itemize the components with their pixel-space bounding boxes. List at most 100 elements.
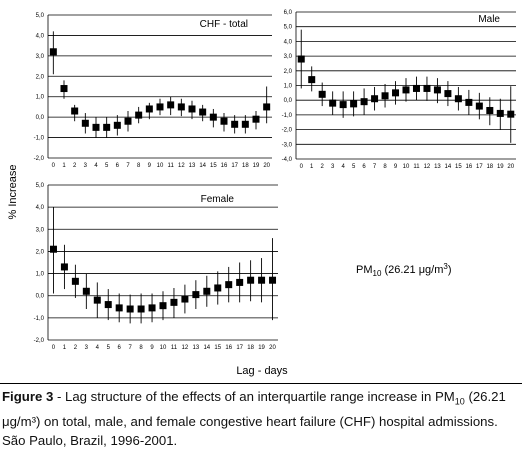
panel-1-data-point: [60, 85, 68, 93]
panel-1-x-tick-label: 16: [221, 163, 228, 169]
pollutant-label-close: ): [448, 264, 452, 276]
panel-1-data-point: [209, 113, 217, 121]
panel-1-data-point: [92, 123, 100, 131]
panel-3-x-tick-label: 9: [150, 345, 154, 351]
panel-3-data-point: [115, 304, 123, 312]
panel-1-title: CHF - total: [200, 19, 248, 30]
pollutant-label-rest: (26.21 μg/m: [381, 264, 443, 276]
panel-3-x-tick-label: 12: [182, 345, 189, 351]
panel-2-data-point: [454, 95, 462, 103]
panel-2-data-point: [318, 90, 326, 98]
panel-2-data-point: [465, 98, 473, 106]
figure-caption: Figure 3 - Lag structure of the effects …: [2, 387, 518, 450]
panel-1-data-point: [145, 105, 153, 113]
panel-1-x-tick-label: 19: [253, 163, 260, 169]
panel-1-y-tick-label: -1,0: [34, 136, 45, 142]
panel-2-x-tick-label: 17: [476, 164, 483, 170]
panel-1-data-point: [156, 103, 164, 111]
panel-2-y-tick-label: 3,0: [284, 54, 293, 60]
panel-3-x-tick-label: 8: [139, 345, 143, 351]
panel-3-x-tick-label: 19: [258, 345, 265, 351]
caption-label: Figure 3: [2, 389, 54, 404]
panel-2-y-tick-label: -4,0: [282, 157, 293, 163]
panel-2-y-tick-label: 5,0: [284, 25, 293, 31]
panel-3-y-tick-label: 1,0: [36, 272, 45, 278]
panel-2-x-tick-label: 2: [321, 164, 325, 170]
panel-1-data-point: [71, 107, 79, 115]
panel-2-data-point: [329, 99, 337, 107]
x-axis-title: Lag - days: [236, 365, 288, 377]
panel-1-data-point: [167, 101, 175, 109]
panel-1-x-tick-label: 15: [210, 163, 217, 169]
panel-1-x-tick-label: 10: [157, 163, 164, 169]
panel-3-y-tick-label: -2,0: [34, 338, 45, 344]
panel-3-y-tick-label: 4,0: [36, 205, 45, 211]
panel-1-x-tick-label: 4: [94, 163, 98, 169]
panel-1-x-tick-label: 14: [199, 163, 206, 169]
panel-2-x-tick-label: 16: [466, 164, 473, 170]
panel-1-data-point: [199, 108, 207, 116]
panel-2-x-tick-label: 19: [497, 164, 504, 170]
panel-2-data-point: [308, 76, 316, 84]
panel-3-x-tick-label: 1: [63, 345, 67, 351]
y-axis-title: % Increase: [7, 164, 19, 219]
panel-2-y-tick-label: -3,0: [282, 142, 293, 148]
panel-1-y-tick-label: -2,0: [34, 156, 45, 162]
panel-3-y-tick-label: 3,0: [36, 227, 45, 233]
panel-3-data-point: [247, 276, 255, 284]
panel-1-y-tick-label: 2,0: [36, 74, 45, 80]
panel-3-title: Female: [201, 194, 235, 205]
panel-2-x-tick-label: 5: [352, 164, 356, 170]
panel-1-x-tick-label: 5: [105, 163, 109, 169]
panel-1-y-tick-label: 3,0: [36, 54, 45, 60]
panel-3-data-point: [93, 296, 101, 304]
panel-1-x-tick-label: 12: [178, 163, 185, 169]
panel-2-x-tick-label: 0: [300, 164, 304, 170]
panel-3-x-tick-label: 7: [128, 345, 132, 351]
panel-2-y-tick-label: 0,0: [284, 98, 293, 104]
panel-3-data-point: [181, 295, 189, 303]
panel-1-data-point: [81, 119, 89, 127]
pollutant-label: PM10 (26.21 μg/m3): [356, 262, 452, 278]
panel-1-data-point: [231, 120, 239, 128]
panel-2-x-tick-label: 11: [413, 164, 420, 170]
panel-3-y-tick-label: 2,0: [36, 249, 45, 255]
panel-2-x-tick-label: 1: [310, 164, 314, 170]
panel-2-y-tick-label: 4,0: [284, 39, 293, 45]
panel-3-x-tick-label: 4: [96, 345, 100, 351]
panel-2-x-tick-label: 13: [434, 164, 441, 170]
panel-1-data-point: [103, 123, 111, 131]
panel-1-data-point: [135, 111, 143, 119]
panel-3-data-point: [225, 281, 233, 289]
pollutant-label-sup: 3: [443, 262, 448, 271]
panel-2-x-tick-label: 10: [403, 164, 410, 170]
panel-3-x-tick-label: 20: [269, 345, 276, 351]
panel-1-y-tick-label: 0,0: [36, 115, 45, 121]
panel-1-x-tick-label: 6: [116, 163, 120, 169]
panel-2-y-tick-label: 1,0: [284, 84, 293, 90]
panel-1-x-tick-label: 11: [168, 163, 175, 169]
panel-2-x-tick-label: 9: [394, 164, 398, 170]
panel-3-x-tick-label: 10: [160, 345, 167, 351]
panel-1-data-point: [252, 115, 260, 123]
panel-2-y-tick-label: -1,0: [282, 113, 293, 119]
panel-3-x-tick-label: 16: [225, 345, 232, 351]
panel-3-y-tick-label: -1,0: [34, 316, 45, 322]
panel-3-x-tick-label: 18: [247, 345, 254, 351]
panel-1-x-tick-label: 0: [52, 163, 56, 169]
panel-3-x-tick-label: 15: [214, 345, 221, 351]
panel-2-data-point: [433, 86, 441, 94]
panel-2-data-point: [412, 84, 420, 92]
panel-1-y-tick-label: 5,0: [36, 13, 45, 19]
panel-3-data-point: [148, 304, 156, 312]
panel-1-x-tick-label: 3: [84, 163, 88, 169]
panel-2-data-point: [444, 90, 452, 98]
panel-3-data-point: [170, 298, 178, 306]
panel-3-x-tick-label: 17: [236, 345, 243, 351]
panel-2-data-point: [371, 95, 379, 103]
panel-3-x-tick-label: 13: [193, 345, 200, 351]
caption-subscript: 10: [454, 396, 465, 407]
panel-1-data-point: [124, 117, 132, 125]
panel-1-y-tick-label: 1,0: [36, 95, 45, 101]
panel-3-data-point: [126, 305, 134, 313]
